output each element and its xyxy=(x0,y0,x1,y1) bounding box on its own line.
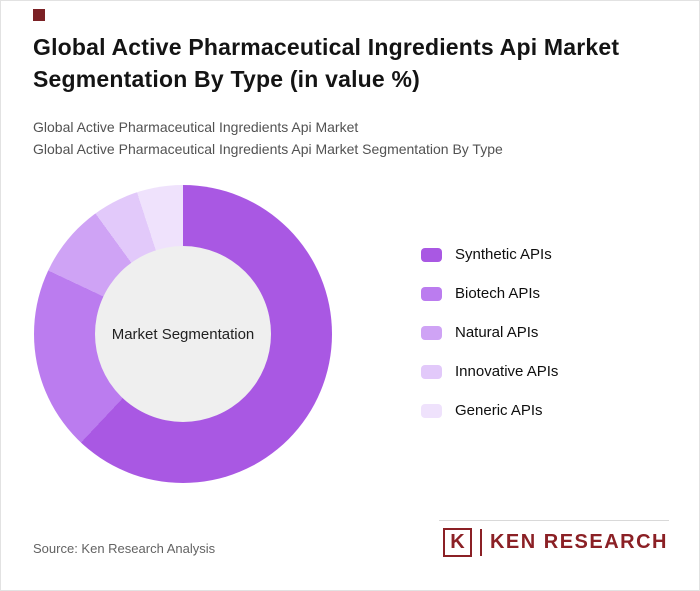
legend-item: Generic APIs xyxy=(421,402,558,419)
subtitle-line-2: Global Active Pharmaceutical Ingredients… xyxy=(33,141,503,158)
legend-label: Synthetic APIs xyxy=(455,246,552,263)
brand-divider xyxy=(479,529,482,556)
brand-k-icon: K xyxy=(442,528,472,557)
source-note: Source: Ken Research Analysis xyxy=(33,541,216,556)
footer-divider xyxy=(439,520,669,521)
legend-swatch xyxy=(421,247,442,262)
page-title: Global Active Pharmaceutical Ingredients… xyxy=(33,34,620,92)
legend-swatch xyxy=(421,403,442,418)
legend-item: Synthetic APIs xyxy=(421,246,558,263)
ken-research-logo: K KEN RESEARCH xyxy=(442,528,668,557)
legend-item: Natural APIs xyxy=(421,324,558,341)
legend-swatch xyxy=(421,364,442,379)
legend-swatch xyxy=(421,325,442,340)
brand-wordmark: KEN RESEARCH xyxy=(489,531,668,553)
legend-label: Natural APIs xyxy=(455,324,539,341)
legend-item: Innovative APIs xyxy=(421,363,559,380)
legend-swatch xyxy=(421,286,442,301)
legend-label: Biotech APIs xyxy=(455,285,541,302)
subtitle-line-1: Global Active Pharmaceutical Ingredients… xyxy=(33,119,359,135)
accent-square xyxy=(33,9,45,21)
donut-center-label: Market Segmentation xyxy=(111,325,255,343)
donut-chart-area: Market Segmentation xyxy=(34,185,332,483)
legend-item: Biotech APIs xyxy=(421,285,558,302)
legend-label: Generic APIs xyxy=(455,402,543,419)
subtitle-block: Global Active Pharmaceutical Ingredients… xyxy=(33,116,503,161)
chart-legend: Synthetic APIs Biotech APIs Natural APIs… xyxy=(421,246,559,442)
donut-hole: Market Segmentation xyxy=(95,246,271,422)
legend-label: Innovative APIs xyxy=(455,363,559,380)
